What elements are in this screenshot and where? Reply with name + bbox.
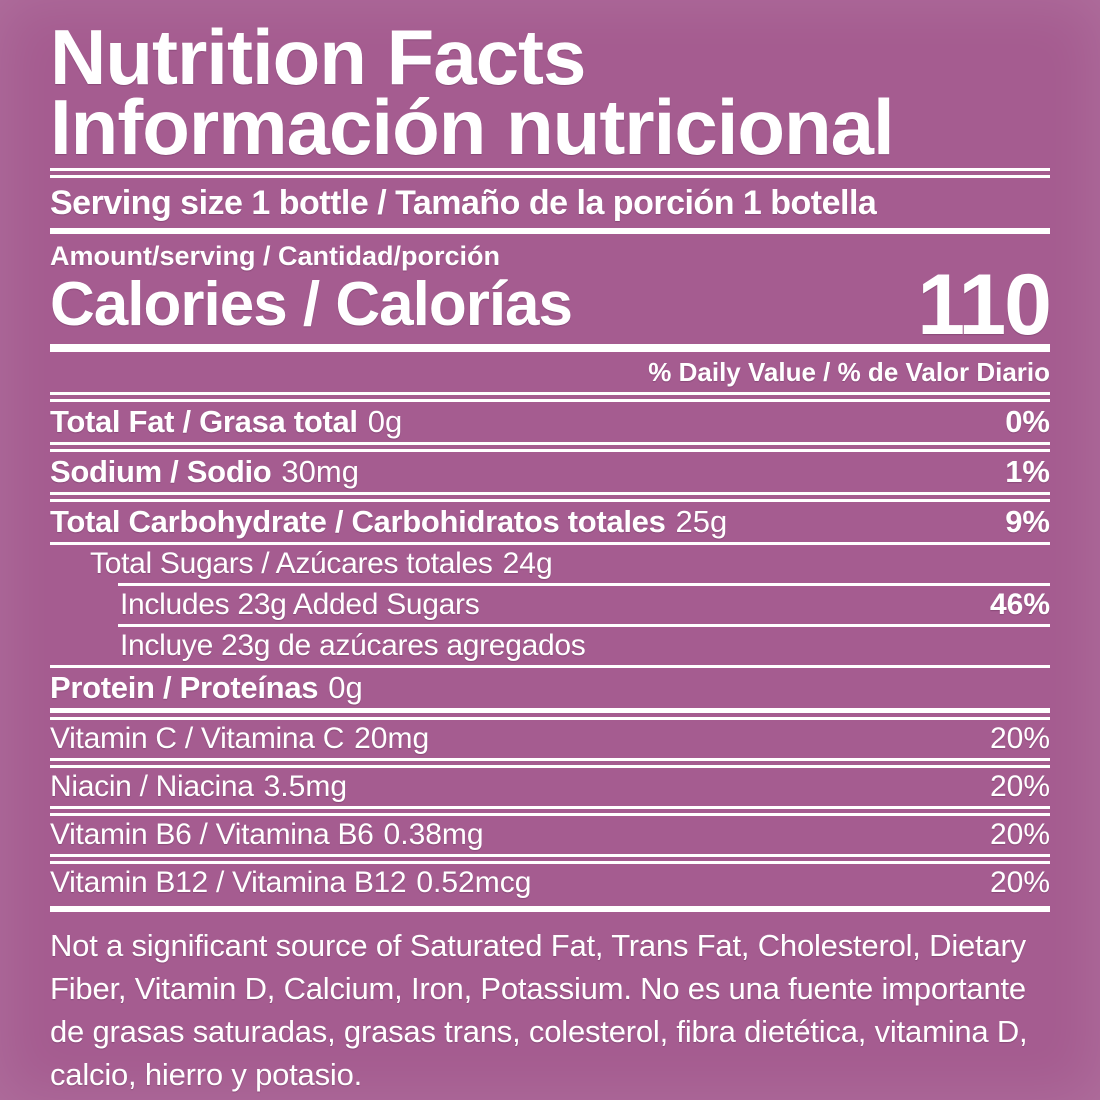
nutrient-amount: 0.52mcg: [416, 866, 532, 899]
nutrient-name: Total Fat / Grasa total: [50, 404, 358, 439]
nutrient-text: Total Carbohydrate / Carbohidratos total…: [50, 505, 727, 539]
nutrient-text: Vitamin C / Vitamina C 20mg: [50, 723, 429, 755]
divider: [50, 168, 1050, 178]
nutrient-row-total-sugars: Total Sugars / Azúcares totales 24g: [50, 545, 1050, 583]
nutrient-amount: 0g: [328, 670, 363, 705]
nutrient-name: Includes 23g Added Sugars: [120, 588, 480, 621]
divider: [50, 708, 1050, 720]
nutrient-text: Vitamin B6 / Vitamina B6 0.38mg: [50, 819, 484, 851]
nutrient-row-vitamin-c: Vitamin C / Vitamina C 20mg 20%: [50, 720, 1050, 758]
divider: [50, 906, 1050, 912]
divider: [118, 583, 1050, 586]
divider: [50, 758, 1050, 768]
nutrient-text: Total Sugars / Azúcares totales 24g: [90, 548, 553, 580]
nutrient-name: Vitamin B6 / Vitamina B6: [50, 818, 374, 851]
divider: [50, 665, 1050, 668]
nutrient-daily-value: 20%: [989, 770, 1050, 803]
calories-value: 110: [917, 257, 1052, 353]
nutrient-text: Total Fat / Grasa total 0g: [50, 405, 402, 439]
calories-label: Calories / Calorías: [50, 270, 573, 339]
amount-per-serving-label: Amount/serving / Cantidad/porción: [50, 241, 501, 271]
nutrient-row-added-sugars-es: Incluye 23g de azúcares agregados: [50, 627, 1050, 665]
divider: [50, 392, 1050, 402]
divider: [50, 806, 1050, 816]
nutrient-daily-value: 20%: [989, 866, 1050, 899]
nutrient-amount: 25g: [675, 504, 728, 539]
nutrient-text: Includes 23g Added Sugars: [120, 588, 480, 621]
nutrient-name: Vitamin C / Vitamina C: [50, 722, 345, 755]
nutrient-row-protein: Protein / Proteínas 0g: [50, 668, 1050, 708]
serving-size: Serving size 1 bottle / Tamaño de la por…: [50, 184, 877, 222]
nutrient-daily-value: 20%: [989, 722, 1050, 755]
nutrient-amount: 0g: [367, 404, 403, 439]
nutrient-daily-value: 46%: [989, 588, 1050, 621]
divider: [50, 228, 1050, 234]
nutrient-row-vitamin-b6: Vitamin B6 / Vitamina B6 0.38mg 20%: [50, 816, 1050, 854]
divider: [50, 542, 1050, 545]
divider: [118, 624, 1050, 627]
page-title-es: Información nutricional: [50, 83, 895, 171]
nutrient-text: Niacin / Niacina 3.5mg: [50, 771, 347, 803]
nutrient-name: Total Sugars / Azúcares totales: [90, 547, 493, 580]
nutrient-daily-value: 0%: [1005, 404, 1050, 439]
nutrient-name: Protein / Proteínas: [50, 670, 319, 705]
divider: [50, 344, 1050, 352]
calories-row: Calories / Calorías 110: [50, 257, 1052, 353]
daily-value-header: % Daily Value / % de Valor Diario: [648, 357, 1050, 387]
nutrient-row-sodium: Sodium / Sodio 30mg 1%: [50, 452, 1050, 492]
divider: [50, 442, 1050, 452]
nutrient-text: Incluye 23g de azúcares agregados: [120, 629, 586, 662]
nutrient-name: Niacin / Niacina: [50, 770, 254, 803]
nutrient-daily-value: 20%: [989, 818, 1050, 851]
nutrient-amount: 20mg: [354, 722, 430, 755]
nutrient-amount: 0.38mg: [383, 818, 484, 851]
divider: [50, 492, 1050, 502]
nutrient-name: Incluye 23g de azúcares agregados: [120, 629, 586, 662]
nutrient-name: Sodium / Sodio: [50, 454, 272, 489]
nutrient-amount: 24g: [502, 547, 553, 580]
nutrient-name: Total Carbohydrate / Carbohidratos total…: [50, 504, 666, 539]
nutrient-text: Vitamin B12 / Vitamina B12 0.52mcg: [50, 867, 531, 899]
footnote: Not a significant source of Saturated Fa…: [50, 928, 1028, 1092]
nutrient-row-niacin: Niacin / Niacina 3.5mg 20%: [50, 768, 1050, 806]
nutrient-amount: 3.5mg: [263, 770, 348, 803]
nutrient-text: Protein / Proteínas 0g: [50, 671, 363, 705]
nutrient-amount: 30mg: [281, 454, 359, 489]
nutrient-row-total-fat: Total Fat / Grasa total 0g 0%: [50, 402, 1050, 442]
nutrient-row-vitamin-b12: Vitamin B12 / Vitamina B12 0.52mcg 20%: [50, 864, 1050, 902]
divider: [50, 854, 1050, 864]
page-title-en: Nutrition Facts: [50, 13, 586, 101]
nutrient-name: Vitamin B12 / Vitamina B12: [50, 866, 407, 899]
nutrient-text: Sodium / Sodio 30mg: [50, 455, 359, 489]
nutrient-daily-value: 9%: [1005, 504, 1050, 539]
nutrient-row-total-carbohydrate: Total Carbohydrate / Carbohidratos total…: [50, 502, 1050, 542]
nutrient-daily-value: 1%: [1005, 454, 1050, 489]
nutrient-row-added-sugars: Includes 23g Added Sugars 46%: [50, 586, 1050, 624]
